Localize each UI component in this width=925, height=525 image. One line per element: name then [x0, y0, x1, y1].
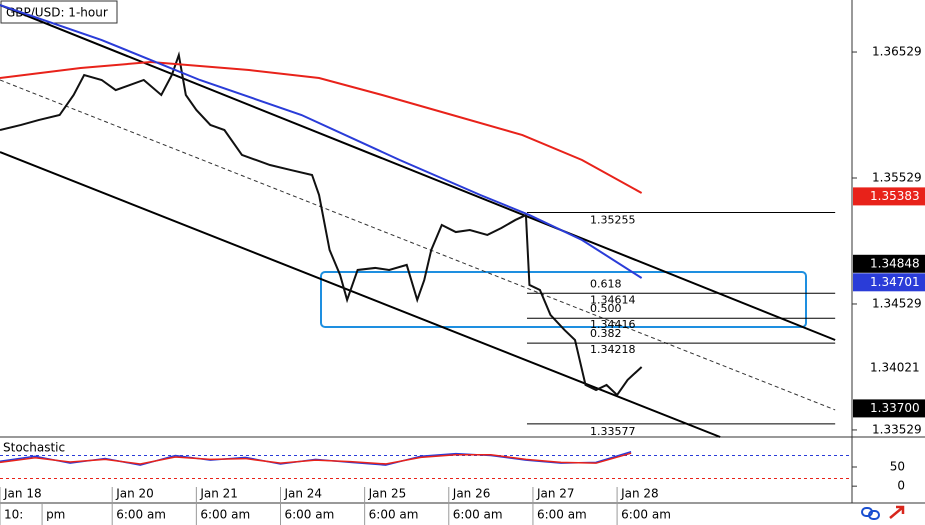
time-label: 6:00 am [369, 508, 419, 522]
stoch-line [0, 452, 632, 465]
channel-line [0, 79, 836, 411]
x-tick-label: Jan 28 [620, 487, 659, 501]
price-tag-label: 1.34701 [870, 275, 920, 289]
stoch-tick-label: 50 [890, 460, 905, 474]
fib-price: 1.34416 [590, 318, 636, 331]
y-tick-label: 1.36529 [872, 45, 922, 59]
price-line [0, 60, 643, 194]
channel-line [0, 4, 836, 341]
stoch-title-bg [1, 439, 71, 455]
stoch-line [0, 450, 632, 466]
time-label: 6:00 am [453, 508, 503, 522]
time-label: 6:00 am [537, 508, 587, 522]
x-tick-label: Jan 26 [452, 487, 491, 501]
x-tick-label: Jan 25 [368, 487, 407, 501]
fib-price: 1.35255 [590, 214, 636, 227]
stoch-title: Stochastic [3, 441, 65, 455]
x-tick-label: Jan 21 [199, 487, 238, 501]
price-tag-label: 1.34848 [870, 256, 920, 270]
price-tag [853, 273, 925, 292]
stoch-tick-label: 0 [897, 479, 905, 493]
x-tick-label: Jan 24 [283, 487, 322, 501]
fib-ratio: 0.500 [590, 302, 622, 315]
time-label: 10: [4, 508, 23, 522]
fib-price: 1.34614 [590, 293, 636, 306]
price-tag [853, 187, 925, 206]
price-line [0, 4, 643, 279]
fib-ratio: 0.382 [590, 327, 622, 340]
y-tick-label: 1.34529 [872, 296, 922, 310]
x-tick-label: Jan 20 [115, 487, 154, 501]
fib-ratio: 0.618 [590, 277, 622, 290]
link-icon[interactable] [861, 507, 880, 520]
fib-price: 1.33577 [590, 425, 636, 438]
time-label: 6:00 am [621, 508, 671, 522]
fib-price: 1.34218 [590, 343, 636, 356]
time-label: 6:00 am [284, 508, 334, 522]
x-tick-label: Jan 18 [3, 487, 42, 501]
x-tick-label: Jan 27 [536, 487, 575, 501]
price-tag [853, 254, 925, 273]
y-tick-label: 1.33529 [872, 422, 922, 436]
time-label: 6:00 am [200, 508, 250, 522]
channel-line [0, 151, 721, 438]
time-label: 6:00 am [116, 508, 166, 522]
support-box [320, 271, 807, 328]
y-tick-label: 1.35529 [872, 170, 922, 184]
price-tag [853, 358, 925, 377]
price-tag-label: 1.34021 [870, 360, 920, 374]
price-tag [853, 399, 925, 418]
price-line [0, 51, 643, 397]
time-label: pm [46, 508, 65, 522]
price-tag-label: 1.33700 [870, 401, 920, 415]
arrow-icon[interactable] [889, 505, 905, 519]
price-tag-label: 1.35383 [870, 189, 920, 203]
